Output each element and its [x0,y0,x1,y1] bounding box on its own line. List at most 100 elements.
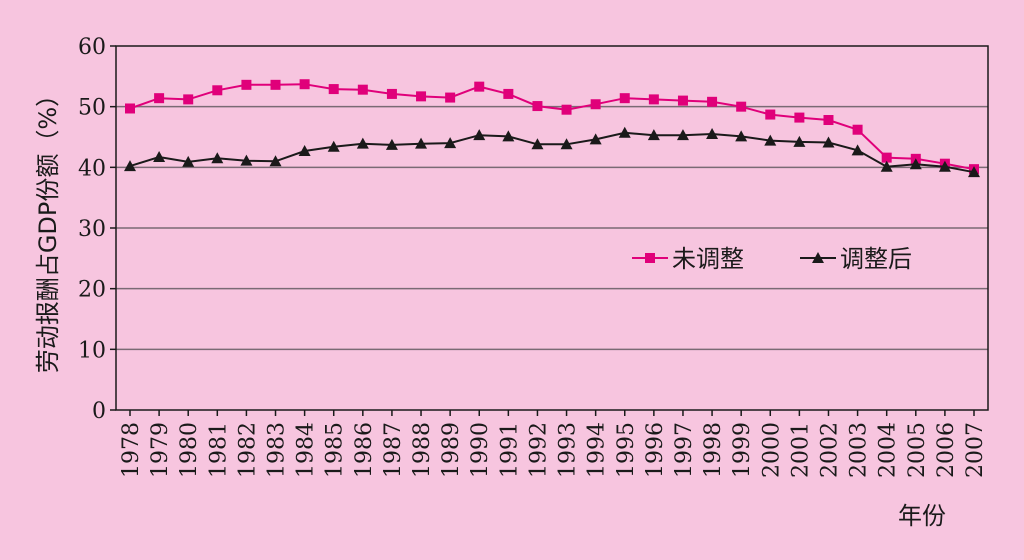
data-point [299,79,310,90]
data-point [880,160,893,172]
x-tick-label: 1993 [556,422,581,478]
x-tick-label: 1986 [352,422,377,478]
plot-frame [115,45,989,411]
data-point [531,138,544,150]
y-tick-label: 30 [78,217,106,242]
data-point [765,109,776,120]
x-tick-label: 1985 [323,422,348,478]
data-point [125,103,135,114]
data-point [415,137,428,149]
data-point [444,137,457,149]
data-point [182,155,195,167]
data-point [328,84,339,95]
data-point [386,88,397,99]
x-tick-label: 1991 [497,422,522,478]
legend-item-unadjusted: 未调整 [632,245,744,273]
series-line [129,131,975,174]
data-point [357,84,368,95]
x-tick-label: 2007 [963,422,988,478]
data-point [851,144,864,156]
x-tick-label: 1984 [294,422,319,478]
x-axis-title: 年份 [898,502,946,530]
x-tick-label: 1981 [206,422,231,478]
x-tick-label: 1979 [148,422,173,478]
legend: 未调整 调整后 [632,245,912,273]
data-point [852,124,863,135]
data-point [793,135,806,147]
x-tick-label: 1989 [439,422,464,478]
data-point [327,140,340,152]
x-tick-label: 1980 [177,422,202,478]
x-tick-label: 1988 [410,422,435,478]
series-layer [124,79,980,178]
x-tick-label: 1992 [526,422,551,478]
legend-triangle-marker [812,252,824,263]
x-tick-label: 1994 [585,422,610,478]
gridlines [116,105,988,351]
data-point [677,95,688,106]
y-tick-label: 20 [78,278,106,303]
x-tick-label: 1997 [672,422,697,478]
x-tick-label: 2000 [759,422,784,478]
x-tick-label: 1996 [643,422,668,478]
x-tick-label: 1978 [119,422,144,478]
x-tick-label: 1990 [468,422,493,478]
data-point [735,130,748,142]
data-point [560,138,573,150]
legend-square-marker [645,253,655,263]
x-tick-label: 1998 [701,422,726,478]
data-point [298,144,311,156]
x-tick-label: 1999 [730,422,755,478]
data-point [153,151,166,163]
data-point [269,155,282,167]
data-point [590,99,601,110]
data-point [416,91,427,102]
x-tick-label: 1983 [265,422,290,478]
x-tick-label: 1987 [381,422,406,478]
data-point [532,101,543,112]
data-point [764,134,777,146]
data-point [676,129,689,141]
data-point [183,94,194,105]
legend-label-unadjusted: 未调整 [672,245,744,273]
x-tick-label: 2005 [905,422,930,478]
data-point [502,130,515,142]
y-tick-label: 0 [92,399,106,424]
data-point [618,126,631,138]
y-tick-label: 10 [78,338,106,363]
data-point [619,93,630,104]
data-point [589,133,602,145]
x-tick-label: 1995 [614,422,639,478]
data-point [124,160,136,172]
data-point [561,104,572,115]
x-tick-label: 2001 [788,422,813,478]
x-tick-label: 1982 [235,422,260,478]
x-tick-label: 2003 [847,422,872,478]
data-point [938,160,951,172]
y-tick-label: 60 [78,35,106,60]
data-point [648,94,659,105]
data-point [909,158,922,170]
x-axis-ticks: 1978 1979 1980 1981 1982 1983 1984 1985 1986 1987… [119,410,988,478]
data-point [241,79,252,90]
legend-item-adjusted: 调整后 [800,245,912,273]
x-tick-label: 2006 [934,422,959,478]
data-point [881,152,892,163]
data-point [270,79,281,90]
data-point [474,81,485,92]
data-point [794,112,805,123]
y-axis-ticks: 0 10 20 30 40 50 60 [78,35,116,424]
y-tick-label: 50 [78,96,106,121]
series-0 [125,79,979,175]
data-point [707,96,718,107]
data-point [211,152,224,164]
series-1 [124,126,980,178]
data-point [823,115,834,126]
data-point [473,129,486,141]
data-point [968,166,980,178]
data-point [647,129,660,141]
data-point [706,127,719,139]
data-point [385,138,398,150]
y-tick-label: 40 [78,156,106,181]
